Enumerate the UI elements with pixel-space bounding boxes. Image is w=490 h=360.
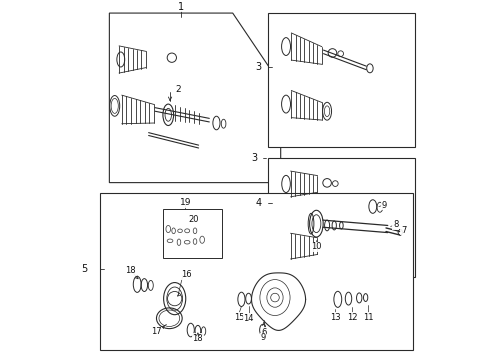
Text: 5: 5 — [81, 264, 88, 274]
Text: 14: 14 — [244, 314, 254, 323]
Bar — [163, 210, 222, 257]
Text: 17: 17 — [151, 327, 162, 336]
Polygon shape — [109, 13, 281, 183]
Text: 8: 8 — [393, 220, 398, 229]
Text: 3: 3 — [255, 62, 261, 72]
Text: 7: 7 — [401, 226, 407, 235]
Text: 2: 2 — [175, 85, 181, 94]
Text: 11: 11 — [363, 313, 373, 322]
Text: 19: 19 — [179, 198, 191, 207]
Bar — [268, 13, 415, 147]
Text: 3: 3 — [251, 153, 258, 163]
Text: 18: 18 — [125, 266, 136, 275]
Text: 9: 9 — [260, 333, 266, 342]
Text: 6: 6 — [261, 328, 267, 337]
Text: 13: 13 — [330, 313, 341, 322]
Text: 20: 20 — [188, 215, 199, 224]
Text: 1: 1 — [178, 2, 184, 12]
Text: 4: 4 — [255, 198, 261, 208]
Text: 15: 15 — [234, 313, 244, 322]
Text: 18: 18 — [193, 334, 203, 343]
Bar — [100, 193, 413, 350]
Text: 12: 12 — [347, 313, 357, 322]
Bar — [268, 158, 415, 277]
Text: 10: 10 — [311, 242, 321, 251]
Text: 9: 9 — [382, 201, 387, 210]
Text: 16: 16 — [181, 270, 192, 279]
